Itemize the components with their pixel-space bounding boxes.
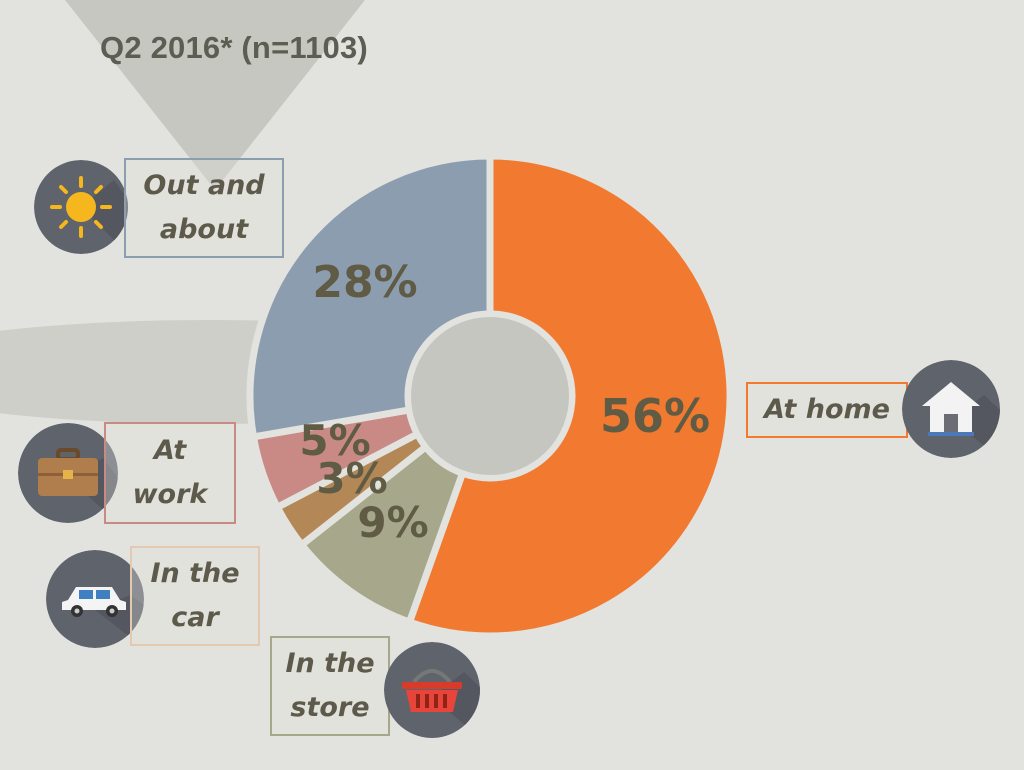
label-in-the-car-line1: In the [150, 558, 240, 589]
label-at-work-line1: At [153, 435, 187, 466]
percent-label-at-work: 5% [299, 416, 370, 465]
house-icon [902, 360, 1000, 458]
percent-label-in-the-car: 3% [316, 454, 387, 503]
light-beam-top [65, 0, 365, 190]
label-in-the-store-line1: In the [285, 648, 375, 679]
label-in-the-store-line2: store [290, 692, 370, 723]
label-in-the-store: In the store [270, 636, 390, 736]
sun-icon [34, 160, 128, 254]
percent-labels: 56% 9%3%5% 28% [299, 257, 710, 547]
label-out-and-about-line1: Out and [143, 170, 265, 201]
label-at-home: At home [746, 382, 908, 438]
label-out-and-about-line2: about [159, 214, 249, 245]
percent-label-out-and-about: 28% [312, 257, 417, 308]
label-in-the-car: In the car [130, 546, 260, 646]
label-at-work: At work [104, 422, 236, 524]
chart-title: Q2 2016* (n=1103) [100, 30, 368, 65]
label-at-home-line1: At home [764, 394, 890, 425]
donut-center [405, 311, 575, 481]
shopping-basket-icon [384, 642, 480, 738]
briefcase-icon [18, 423, 118, 523]
percent-label-at-home: 56% [600, 389, 710, 443]
label-at-work-line2: work [132, 479, 208, 510]
label-in-the-car-line2: car [171, 602, 219, 633]
percent-label-in-the-store: 9% [357, 498, 428, 547]
label-out-and-about: Out and about [124, 158, 284, 258]
